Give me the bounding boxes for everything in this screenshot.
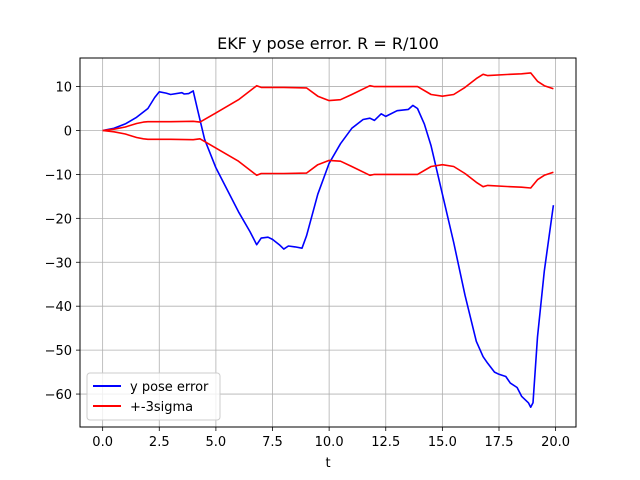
x-tick-label: 10.0 — [315, 435, 344, 450]
x-tick-label: 15.0 — [428, 435, 457, 450]
y-tick-label: −60 — [45, 388, 72, 403]
y-tick-label: −50 — [45, 344, 72, 359]
legend: y pose error +-3sigma — [86, 372, 221, 421]
y-tick-label: −40 — [45, 300, 72, 315]
y-tick-label: 0 — [64, 124, 72, 139]
y-tick-label: −20 — [45, 212, 72, 227]
x-tick-label: 2.5 — [149, 435, 170, 450]
y-tick-label: −30 — [45, 256, 72, 271]
series-line-plus-3sigma — [102, 72, 554, 132]
x-tick-label: 12.5 — [371, 435, 400, 450]
legend-label-3sigma: +-3sigma — [130, 400, 193, 415]
y-tick-label: 10 — [55, 81, 72, 96]
grid — [80, 58, 576, 427]
series-line-minus-3sigma — [102, 129, 554, 189]
legend-label-y-pose-error: y pose error — [130, 380, 209, 395]
plot-frame — [79, 57, 577, 428]
x-tick-label: 20.0 — [541, 435, 570, 450]
x-tick-label: 17.5 — [485, 435, 514, 450]
series-lines — [102, 72, 555, 409]
x-tick-label: 0.0 — [92, 435, 113, 450]
legend-box — [86, 372, 221, 421]
series-line-y-pose-error — [102, 90, 555, 409]
x-tick-label: 5.0 — [206, 435, 227, 450]
axis-ticks: 0.0 2.5 5.0 7.5 10.0 12.5 15.0 17.5 20.0 10 0 −10 −2… — [45, 81, 571, 450]
x-axis-label: t — [325, 456, 330, 471]
x-tick-label: 7.5 — [262, 435, 283, 450]
chart-title: EKF y pose error. R = R/100 — [217, 34, 439, 53]
y-tick-label: −10 — [45, 168, 72, 183]
